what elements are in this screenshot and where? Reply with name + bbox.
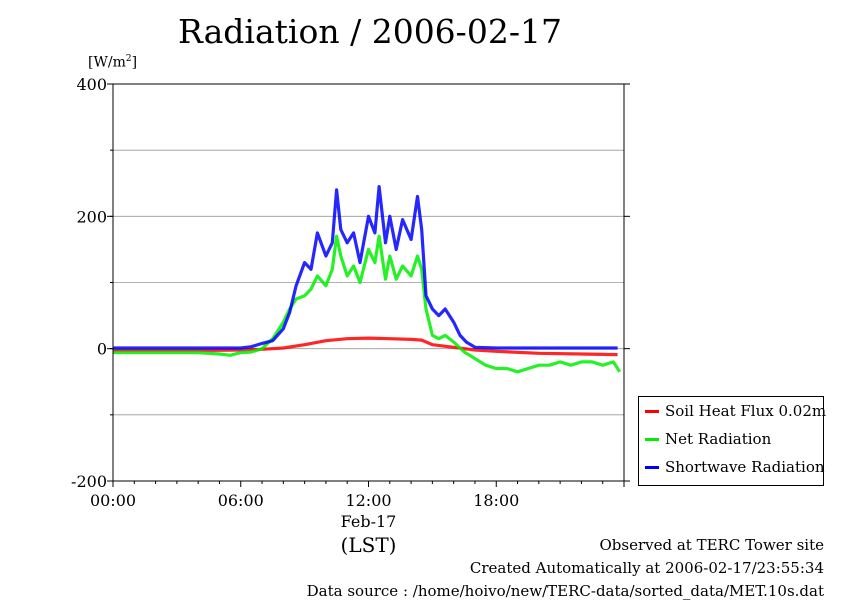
series-shortwave-radiation <box>113 185 618 350</box>
y-tick-label: -200 <box>71 472 107 491</box>
legend-swatch-shortwave <box>645 465 659 469</box>
axis-layer: -200 0 200 400 00:00 06:00 12:00 18:00 <box>71 75 630 510</box>
x-axis-label: (LST) <box>341 533 397 557</box>
x-tick-label: 06:00 <box>218 491 264 510</box>
legend-item-net: Net Radiation <box>645 430 771 448</box>
legend-item-shortwave: Shortwave Radiation <box>645 458 825 476</box>
y-axis-unit-text: [W/m <box>88 54 126 71</box>
y-tick-label: 0 <box>97 340 107 359</box>
x-axis-date-label: Feb-17 <box>341 512 397 531</box>
series-layer <box>113 185 622 374</box>
legend-label-net: Net Radiation <box>665 430 772 448</box>
legend-swatch-soil <box>645 409 659 413</box>
x-tick-label: 12:00 <box>345 491 391 510</box>
chart-title: Radiation / 2006-02-17 <box>178 12 562 51</box>
x-tick-label: 00:00 <box>90 491 136 510</box>
legend-label-shortwave: Shortwave Radiation <box>665 458 825 476</box>
legend-item-soil: Soil Heat Flux 0.02m <box>645 402 826 420</box>
footer-created: Created Automatically at 2006-02-17/23:5… <box>469 559 824 577</box>
grid-layer <box>113 149 624 416</box>
x-tick-label: 18:00 <box>473 491 519 510</box>
y-axis-unit-label: [W/m2] <box>88 54 137 71</box>
y-axis-unit-sup: 2 <box>125 54 132 64</box>
series-net-radiation <box>113 234 622 374</box>
y-tick-label: 200 <box>76 207 107 226</box>
legend: Soil Heat Flux 0.02m Net Radiation Short… <box>638 396 826 486</box>
legend-swatch-net <box>645 437 659 441</box>
footer-observed: Observed at TERC Tower site <box>599 536 824 554</box>
y-axis-unit-end: ] <box>131 54 138 71</box>
y-tick-label: 400 <box>76 75 107 94</box>
legend-label-soil: Soil Heat Flux 0.02m <box>665 402 827 420</box>
footer-source: Data source : /home/hoivo/new/TERC-data/… <box>306 582 824 600</box>
